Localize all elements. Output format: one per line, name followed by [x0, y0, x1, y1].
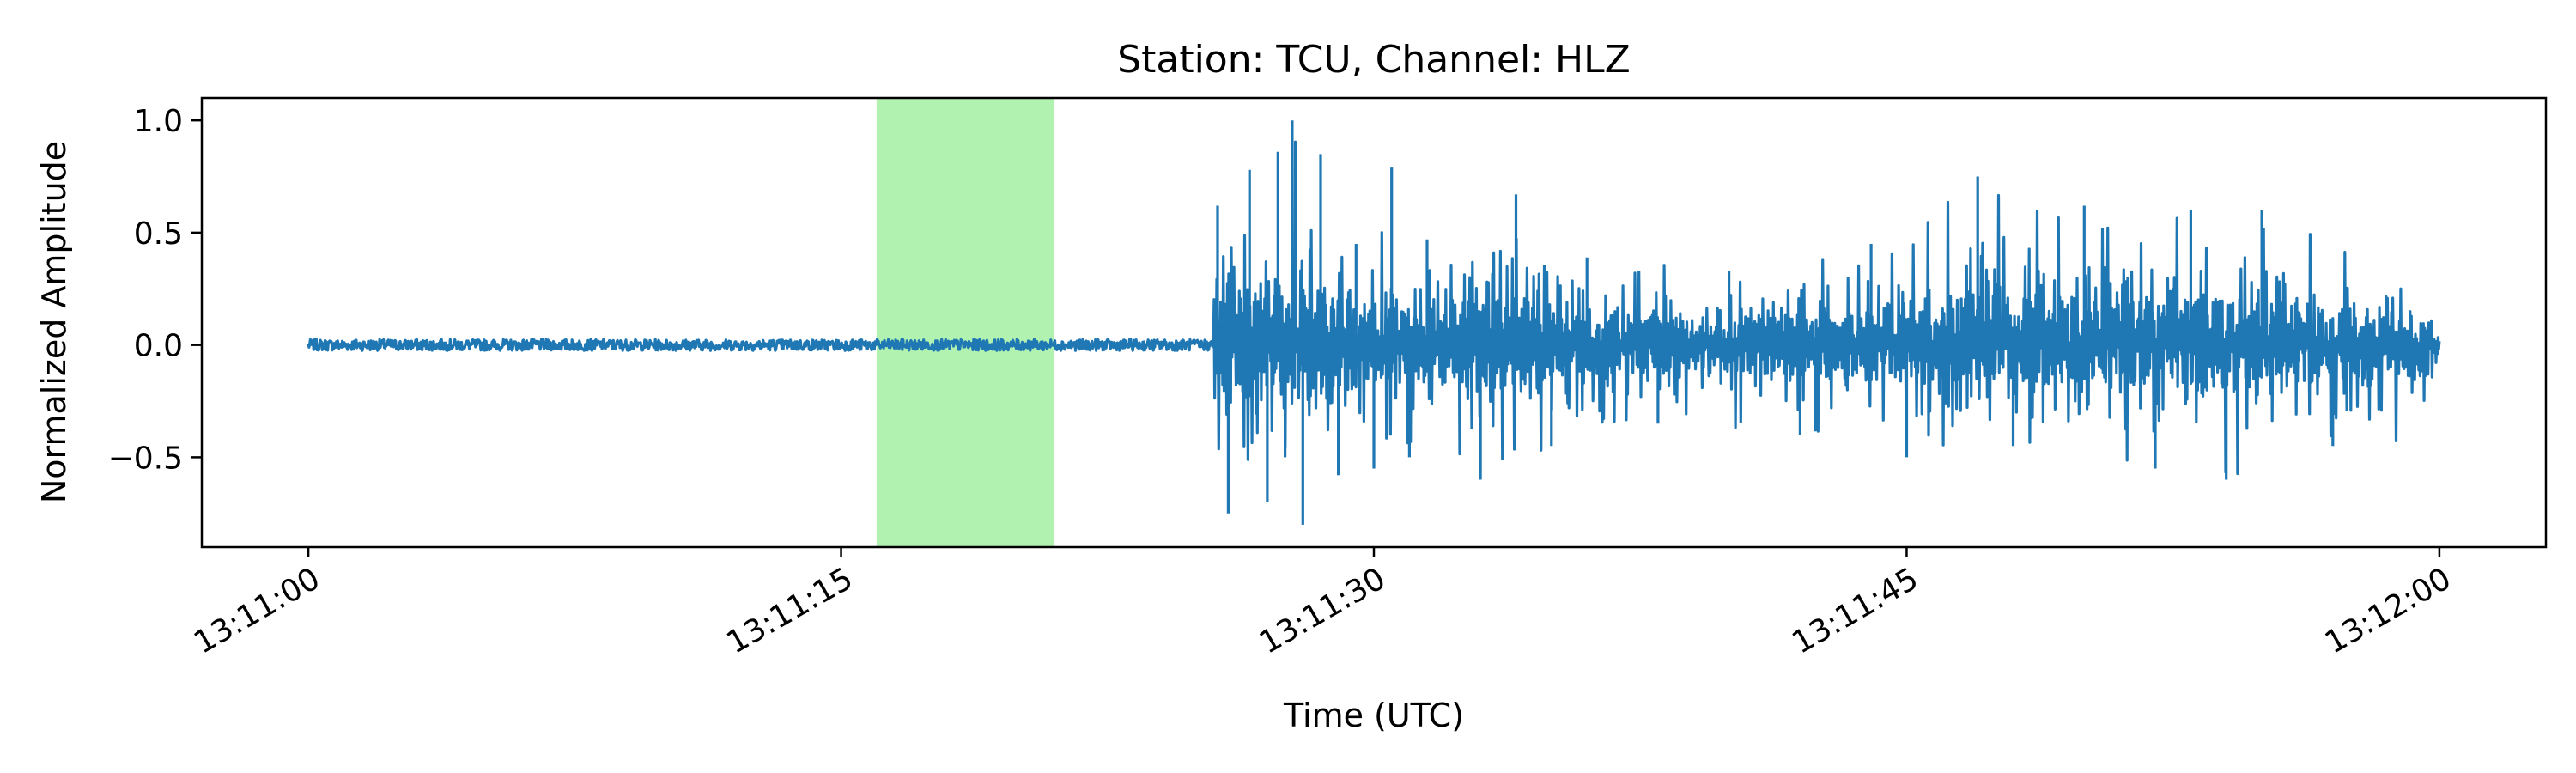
x-axis-label: Time (UTC) — [1283, 697, 1464, 734]
waveform-series — [307, 120, 2441, 525]
highlight-window — [876, 98, 1054, 547]
y-axis-label: Normalized Amplitude — [35, 141, 73, 503]
chart-title: Station: TCU, Channel: HLZ — [1117, 38, 1631, 82]
y-tick-label: 1.0 — [134, 104, 183, 139]
y-axis: −0.5 0.0 0.5 1.0 — [108, 104, 202, 476]
y-tick-label: −0.5 — [108, 441, 183, 476]
y-tick-label: 0.5 — [134, 216, 183, 252]
y-tick-label: 0.0 — [134, 329, 183, 364]
waveform-line — [307, 120, 2441, 525]
